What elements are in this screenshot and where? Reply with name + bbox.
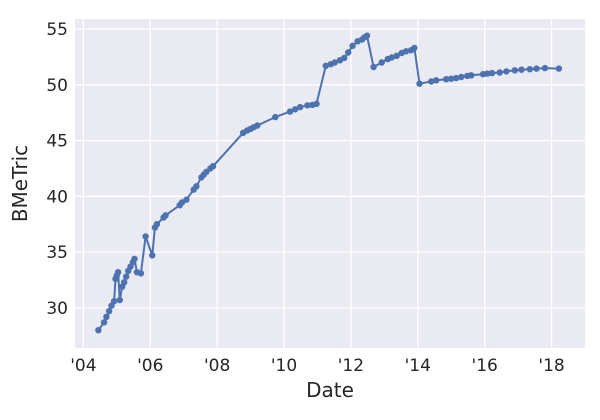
x-tick-label: '10 (271, 356, 297, 376)
x-tick-label: '16 (472, 356, 498, 376)
x-tick-label: '04 (70, 356, 96, 376)
data-point (388, 54, 395, 61)
data-point (254, 122, 261, 129)
data-point (402, 48, 410, 55)
data-point (428, 78, 435, 85)
data-point (433, 77, 440, 84)
data-point (555, 65, 563, 72)
data-point (103, 313, 110, 320)
data-point (123, 273, 130, 280)
data-point (322, 62, 329, 69)
data-point (153, 221, 161, 228)
x-tick-label: '14 (405, 356, 431, 376)
data-point (541, 64, 549, 72)
axes-background (75, 19, 585, 348)
data-point (448, 75, 455, 82)
data-point (149, 252, 156, 259)
data-point (162, 212, 169, 219)
data-point (272, 113, 279, 121)
data-point (349, 42, 356, 49)
data-point (370, 63, 377, 71)
data-point (116, 296, 124, 304)
data-point (183, 196, 190, 203)
y-axis-label: BMeTric (8, 145, 32, 222)
data-point (411, 44, 418, 52)
data-point (193, 183, 200, 190)
data-point (291, 106, 299, 113)
data-point (331, 59, 338, 66)
data-point (110, 298, 118, 305)
data-point (209, 163, 217, 170)
data-point (131, 255, 138, 262)
data-point (100, 319, 108, 326)
y-tick-label: 35 (46, 243, 68, 263)
y-tick-label: 40 (46, 187, 68, 207)
data-point (416, 80, 423, 87)
data-point (533, 65, 540, 72)
data-point (468, 72, 475, 79)
x-tick-label: '08 (204, 356, 230, 376)
data-point (142, 233, 149, 240)
data-point (484, 70, 491, 77)
data-point (114, 269, 122, 276)
data-point (488, 69, 496, 77)
y-tick-label: 50 (46, 76, 68, 96)
data-point (121, 279, 128, 286)
data-point (345, 49, 352, 56)
data-point (304, 102, 311, 109)
data-point (511, 67, 518, 74)
data-point (503, 68, 510, 75)
data-point (453, 74, 460, 82)
data-point (496, 69, 503, 76)
y-axis-tick-labels: 30 35 40 45 50 55 (46, 20, 68, 319)
x-axis-label: Date (306, 378, 354, 402)
x-tick-label: '18 (538, 356, 564, 376)
data-point (378, 59, 385, 66)
data-point (296, 103, 304, 111)
data-point (95, 327, 102, 334)
data-point (341, 54, 348, 62)
data-point (518, 66, 525, 73)
data-point (363, 32, 371, 39)
x-tick-label: '06 (137, 356, 163, 376)
x-axis-tick-labels: '04 '06 '08 '10 '12 '14 '16 '18 (70, 356, 565, 376)
data-point (443, 76, 450, 83)
data-point (313, 100, 320, 108)
data-point (458, 73, 465, 81)
data-series (95, 32, 563, 334)
data-point (137, 270, 145, 277)
data-point (105, 308, 113, 315)
y-tick-label: 55 (46, 20, 68, 40)
y-tick-label: 45 (46, 132, 68, 152)
y-tick-label: 30 (46, 299, 68, 319)
data-point (286, 108, 294, 115)
data-point (526, 66, 533, 73)
x-tick-label: '12 (338, 356, 364, 376)
data-point (393, 52, 400, 59)
